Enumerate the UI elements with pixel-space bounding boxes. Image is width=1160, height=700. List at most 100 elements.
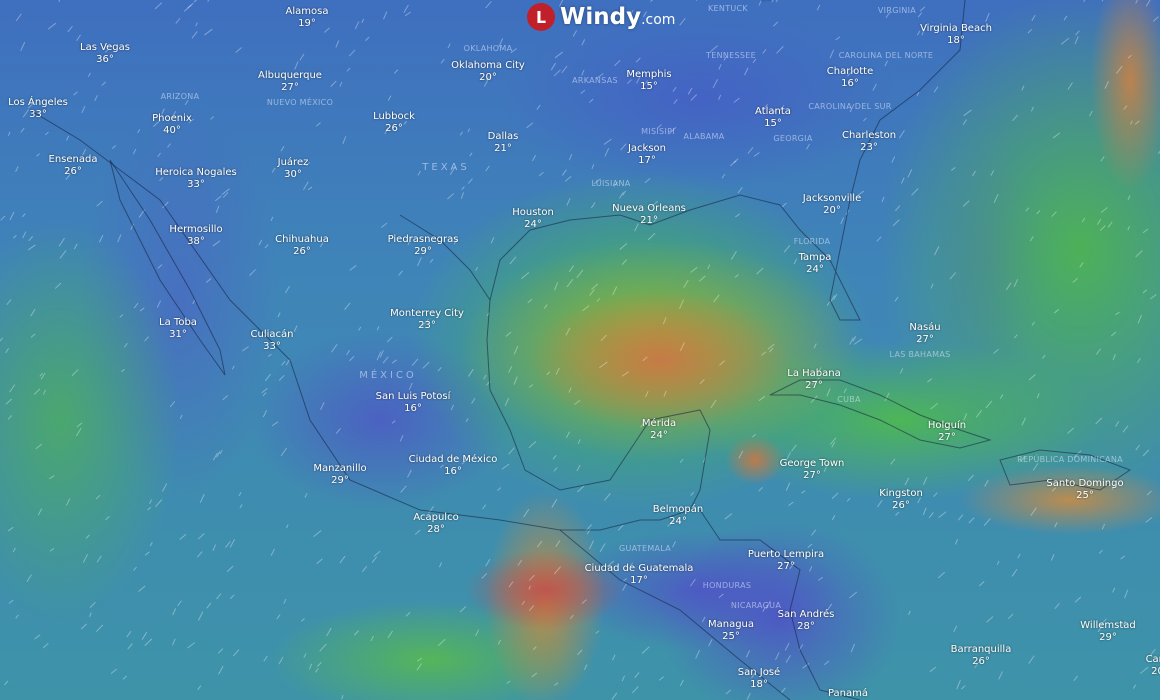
city-label[interactable]: La Habana 27° bbox=[787, 368, 840, 392]
city-label[interactable]: Ciudad de México 16° bbox=[409, 454, 498, 478]
wind-streak bbox=[58, 237, 65, 247]
city-label[interactable]: Dallas 21° bbox=[488, 131, 519, 155]
wind-streak bbox=[1096, 348, 1102, 355]
wind-streak bbox=[485, 1, 492, 9]
windy-logo[interactable]: ᒪ Windy.com bbox=[527, 3, 675, 31]
city-label[interactable]: 15° bbox=[760, 0, 778, 4]
city-label[interactable]: Belmopán 24° bbox=[653, 504, 703, 528]
wind-streak bbox=[316, 662, 322, 667]
city-label[interactable]: Memphis 15° bbox=[626, 69, 671, 93]
city-label[interactable]: Oklahoma City 20° bbox=[451, 60, 525, 84]
city-label[interactable]: Piedrasnegras 29° bbox=[388, 234, 459, 258]
city-label[interactable]: Ciudad de Guatemala 17° bbox=[585, 563, 694, 587]
wind-streak bbox=[663, 390, 667, 397]
wind-streak bbox=[619, 191, 624, 199]
region-label: ALABAMA bbox=[683, 132, 725, 141]
city-label[interactable]: Acapulco 28° bbox=[413, 512, 458, 536]
wind-streak bbox=[267, 353, 272, 357]
city-label[interactable]: Jackson 17° bbox=[628, 143, 666, 167]
city-label[interactable]: Kingston 26° bbox=[879, 488, 923, 512]
city-label[interactable]: Albuquerque 27° bbox=[258, 70, 322, 94]
wind-streak bbox=[555, 367, 560, 375]
wind-streak bbox=[450, 404, 455, 411]
wind-streak bbox=[28, 235, 34, 242]
city-label[interactable]: Charlotte 16° bbox=[827, 66, 873, 90]
city-label[interactable]: Los Ángeles 33° bbox=[8, 97, 68, 121]
wind-streak bbox=[701, 616, 706, 623]
wind-streak bbox=[438, 562, 443, 568]
city-label[interactable]: Charleston 23° bbox=[842, 130, 896, 154]
city-label[interactable]: Virginia Beach 18° bbox=[920, 23, 992, 47]
city-label[interactable]: Nasáu 27° bbox=[909, 322, 940, 346]
wind-streak bbox=[1017, 553, 1021, 559]
city-label[interactable]: Juárez 30° bbox=[278, 157, 309, 181]
wind-streak bbox=[826, 603, 833, 611]
city-label[interactable]: Barranquilla 26° bbox=[951, 644, 1012, 668]
wind-streak bbox=[238, 492, 242, 497]
city-temperature: 27° bbox=[803, 470, 821, 481]
wind-streak bbox=[776, 45, 784, 54]
city-label[interactable]: Manzanillo 29° bbox=[313, 463, 366, 487]
city-label[interactable]: Hermosillo 38° bbox=[169, 224, 222, 248]
wind-streak bbox=[1135, 250, 1143, 258]
city-label[interactable]: Chihuahua 26° bbox=[275, 234, 329, 258]
city-label[interactable]: Heroica Nogales 33° bbox=[155, 167, 236, 191]
city-label[interactable]: Lubbock 26° bbox=[373, 111, 415, 135]
city-label[interactable]: Tampa 24° bbox=[799, 252, 832, 276]
city-label[interactable]: George Town 27° bbox=[780, 458, 845, 482]
wind-streak bbox=[552, 454, 557, 460]
wind-streak bbox=[621, 259, 628, 266]
city-label[interactable]: Santo Domingo 25° bbox=[1046, 478, 1123, 502]
wind-streak bbox=[319, 643, 327, 652]
wind-streak bbox=[1104, 81, 1109, 89]
wind-streak bbox=[497, 487, 502, 491]
city-label[interactable]: Managua 25° bbox=[708, 619, 754, 643]
wind-streak bbox=[278, 374, 285, 381]
wind-streak bbox=[1122, 620, 1126, 626]
wind-streak bbox=[119, 314, 124, 318]
wind-streak bbox=[271, 167, 276, 173]
wind-streak bbox=[440, 58, 445, 64]
wind-streak bbox=[577, 439, 581, 444]
region-label: KENTUCK bbox=[708, 4, 748, 13]
city-label[interactable]: San Andrés 28° bbox=[778, 609, 835, 633]
wind-streak bbox=[699, 275, 706, 282]
city-label[interactable]: Holguín 27° bbox=[928, 420, 966, 444]
wind-streak bbox=[1097, 624, 1104, 633]
wind-streak bbox=[1112, 587, 1116, 593]
city-label[interactable]: Culiacán 33° bbox=[251, 329, 294, 353]
city-label[interactable]: Atlanta 15° bbox=[755, 106, 791, 130]
wind-streak bbox=[953, 625, 958, 633]
wind-streak bbox=[87, 72, 91, 77]
city-label[interactable]: San José 18° bbox=[738, 667, 780, 691]
city-label[interactable]: Panamá bbox=[828, 688, 868, 700]
wind-streak bbox=[30, 308, 36, 317]
wind-streak bbox=[907, 169, 913, 178]
city-label[interactable]: Jacksonville 20° bbox=[803, 193, 861, 217]
city-label[interactable]: La Toba 31° bbox=[159, 317, 197, 341]
city-label[interactable]: Mérida 24° bbox=[642, 418, 676, 442]
city-temperature: 19° bbox=[298, 18, 316, 29]
wind-streak bbox=[840, 217, 844, 225]
wind-streak bbox=[1123, 105, 1128, 110]
city-label[interactable]: Las Vegas 36° bbox=[80, 42, 130, 66]
city-label[interactable]: Willemstad 29° bbox=[1080, 620, 1136, 644]
city-label[interactable]: San Luis Potosí 16° bbox=[376, 391, 451, 415]
city-label[interactable]: Puerto Lempira 27° bbox=[748, 549, 824, 573]
wind-streak bbox=[642, 11, 647, 18]
city-label[interactable]: Nueva Orleans 21° bbox=[612, 203, 686, 227]
city-label[interactable]: Houston 24° bbox=[512, 207, 554, 231]
city-label[interactable]: Ensenada 26° bbox=[49, 154, 98, 178]
wind-streak bbox=[554, 682, 559, 686]
city-label[interactable]: Monterrey City 23° bbox=[390, 308, 464, 332]
wind-streak bbox=[1146, 490, 1152, 496]
city-label[interactable]: Alamosa 19° bbox=[286, 6, 329, 30]
city-name: Charleston bbox=[841, 130, 897, 141]
wind-streak bbox=[1099, 618, 1107, 627]
city-label[interactable]: Carac20° bbox=[1146, 654, 1160, 678]
city-label[interactable]: Phoenix 40° bbox=[152, 113, 192, 137]
wind-streak bbox=[293, 325, 298, 333]
wind-streak bbox=[508, 581, 514, 588]
region-label: HONDURAS bbox=[702, 581, 752, 590]
